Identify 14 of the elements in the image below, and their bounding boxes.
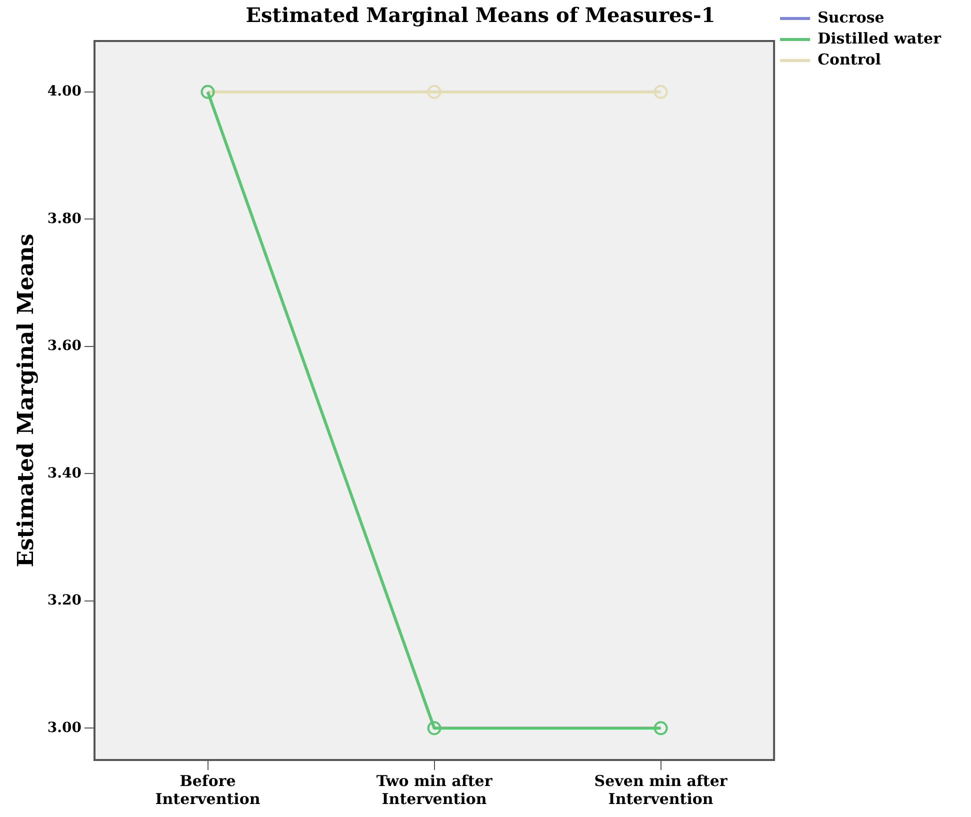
- y-tick-label: 3.60: [47, 338, 82, 354]
- x-tick-label: Before Intervention: [155, 772, 260, 808]
- y-tick-label: 3.80: [47, 210, 82, 227]
- y-axis-title: Estimated Marginal Means: [12, 234, 39, 568]
- legend-label: Control: [818, 50, 882, 68]
- x-tick-label: Two min after Intervention: [376, 772, 494, 808]
- y-tick-label: 3.00: [47, 720, 82, 736]
- y-tick-label: 3.40: [47, 465, 82, 482]
- legend-label: Sucrose: [818, 8, 884, 26]
- y-tick-label: 4.00: [47, 84, 82, 100]
- legend-label: Distilled water: [818, 29, 942, 48]
- x-tick-label: Seven min after Intervention: [594, 772, 728, 808]
- y-tick-label: 3.20: [47, 592, 82, 609]
- chart-title: Estimated Marginal Means of Measures-1: [246, 3, 716, 28]
